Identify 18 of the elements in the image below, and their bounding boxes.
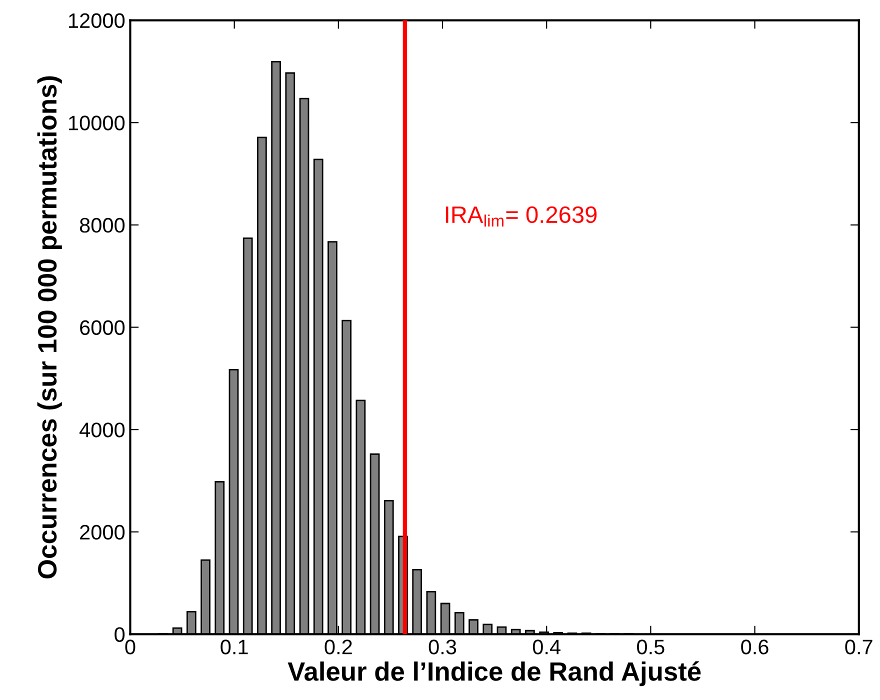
x-tick-label: 0.3 [428,640,456,654]
ref-line-label: IRA$_{lim}$= 0.2639 [446,206,597,227]
y-tick-label: 10000 [69,116,125,130]
y-tick-label: 6000 [80,320,125,336]
x-tick-label: 0.2 [324,640,352,654]
x-tick-label: 0.5 [637,640,664,654]
y-tick-label: 2000 [80,524,125,540]
x-tick-label: 0.7 [845,640,872,654]
x-tick-label: 0 [125,640,136,654]
y-tick-label: 8000 [80,218,125,233]
y-tick-label: 12000 [69,13,125,28]
x-axis-title: Valeur de l’Indice de Rand Ajusté [288,661,701,686]
y-axis-title: Occurrences (sur 100 000 permutations) [37,76,62,578]
x-tick-label: 0.1 [220,640,248,654]
y-tick-label: 0 [114,627,125,642]
y-tick-label: 4000 [80,422,125,438]
x-tick-label: 0.4 [532,640,560,654]
x-tick-label: 0.6 [741,640,768,654]
